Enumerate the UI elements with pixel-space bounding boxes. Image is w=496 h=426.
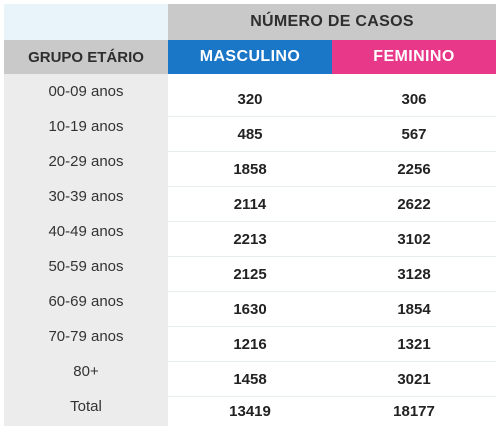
total-label: Total [70, 398, 102, 415]
masculino-value: 2125 [233, 266, 267, 283]
age-label: 60-69 anos [48, 293, 124, 310]
row-divider [168, 326, 496, 327]
row-divider [168, 186, 496, 187]
feminino-total: 18177 [393, 402, 435, 420]
age-label: 40-49 anos [48, 223, 124, 240]
row-divider [168, 151, 496, 152]
feminino-value: 2256 [397, 161, 431, 178]
age-label: 00-09 anos [48, 83, 124, 100]
row-divider [168, 221, 496, 222]
feminino-value: 306 [401, 91, 427, 108]
feminino-value: 3128 [397, 266, 431, 283]
age-label: 80+ [73, 363, 99, 380]
feminino-value: 3021 [397, 371, 431, 388]
masculino-total: 13419 [229, 402, 271, 420]
age-label: 30-39 anos [48, 188, 124, 205]
feminino-value: 567 [401, 126, 427, 143]
age-column-background [4, 74, 168, 426]
feminino-value: 3102 [397, 231, 431, 248]
row-divider [168, 396, 496, 397]
row-divider [168, 116, 496, 117]
masculino-value: 1216 [233, 336, 267, 353]
age-label: 50-59 anos [48, 258, 124, 275]
age-label: 10-19 anos [48, 118, 124, 135]
feminino-value: 2622 [397, 196, 431, 213]
masculino-value: 2213 [233, 231, 267, 248]
row-divider [168, 291, 496, 292]
masculino-value: 1858 [233, 161, 267, 178]
feminino-value: 1321 [397, 336, 431, 353]
corner-blank [4, 4, 168, 40]
masculino-header: MASCULINO [168, 40, 332, 74]
masculino-value: 1458 [233, 371, 267, 388]
masculino-value: 485 [237, 126, 263, 143]
masculino-value: 2114 [233, 196, 267, 213]
masculino-value: 320 [237, 91, 263, 108]
age-label: 20-29 anos [48, 153, 124, 170]
feminino-header: FEMININO [332, 40, 496, 74]
row-divider [168, 256, 496, 257]
feminino-value: 1854 [397, 301, 431, 318]
age-label: 70-79 anos [48, 328, 124, 345]
masculino-value: 1630 [233, 301, 267, 318]
row-divider [168, 361, 496, 362]
grupo-etario-header: GRUPO ETÁRIO [4, 40, 168, 74]
numero-de-casos-header: NÚMERO DE CASOS [168, 4, 496, 40]
